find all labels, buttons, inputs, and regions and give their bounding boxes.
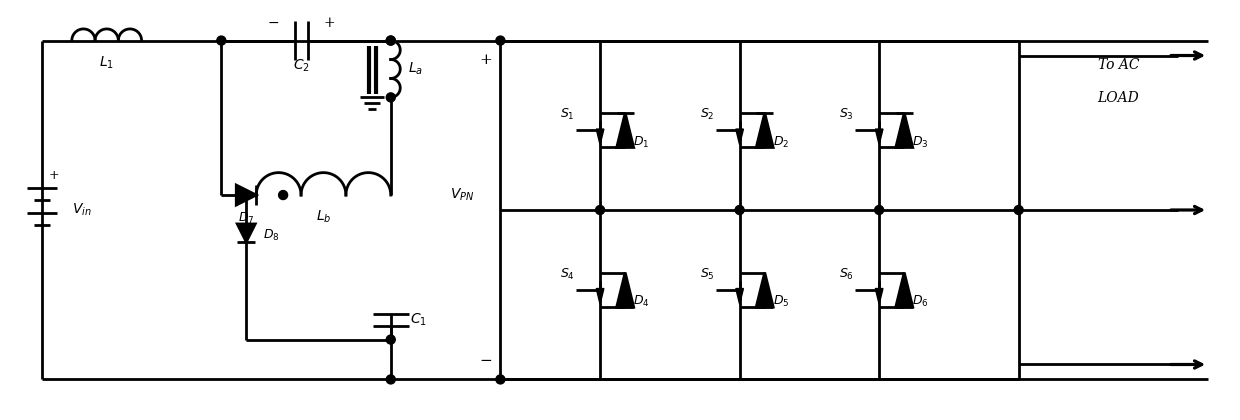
Polygon shape <box>237 185 257 205</box>
Text: −: − <box>268 16 279 30</box>
Text: $L_b$: $L_b$ <box>316 209 331 225</box>
Text: +: + <box>48 168 60 181</box>
Circle shape <box>496 36 505 45</box>
Text: $V_{PN}$: $V_{PN}$ <box>450 187 475 203</box>
Polygon shape <box>895 273 913 307</box>
Text: −: − <box>479 354 492 368</box>
Polygon shape <box>596 129 604 144</box>
Circle shape <box>217 36 226 45</box>
Text: $D_2$: $D_2$ <box>773 135 790 150</box>
Text: $L_a$: $L_a$ <box>408 61 423 77</box>
Text: +: + <box>479 53 492 68</box>
Circle shape <box>387 335 396 344</box>
Circle shape <box>387 375 396 384</box>
Circle shape <box>279 191 288 200</box>
Circle shape <box>735 205 744 215</box>
Text: $C_2$: $C_2$ <box>293 57 310 74</box>
Circle shape <box>874 205 884 215</box>
Circle shape <box>387 36 396 45</box>
Polygon shape <box>756 113 774 147</box>
Text: $D_7$: $D_7$ <box>238 210 254 226</box>
Text: $D_3$: $D_3$ <box>913 135 929 150</box>
Circle shape <box>387 93 396 102</box>
Circle shape <box>496 375 505 384</box>
Text: LOAD: LOAD <box>1097 92 1140 105</box>
Polygon shape <box>735 129 744 144</box>
Polygon shape <box>616 273 634 307</box>
Text: $S_4$: $S_4$ <box>560 267 575 282</box>
Text: $C_1$: $C_1$ <box>410 312 427 328</box>
Polygon shape <box>735 289 744 304</box>
Text: $S_2$: $S_2$ <box>701 107 714 122</box>
Text: $S_1$: $S_1$ <box>560 107 575 122</box>
Circle shape <box>1014 205 1023 215</box>
Text: $S_6$: $S_6$ <box>839 267 854 282</box>
Text: $D_5$: $D_5$ <box>773 294 790 309</box>
Text: $L_1$: $L_1$ <box>99 54 114 71</box>
Polygon shape <box>596 289 604 304</box>
Polygon shape <box>237 224 255 242</box>
Polygon shape <box>756 273 774 307</box>
Text: To AC: To AC <box>1097 58 1140 73</box>
Polygon shape <box>616 113 634 147</box>
Text: +: + <box>324 16 335 30</box>
Text: $D_6$: $D_6$ <box>913 294 929 309</box>
Polygon shape <box>875 289 883 304</box>
Polygon shape <box>895 113 913 147</box>
Circle shape <box>387 36 396 45</box>
Text: $S_5$: $S_5$ <box>699 267 714 282</box>
Circle shape <box>595 205 605 215</box>
Text: $D_8$: $D_8$ <box>263 228 279 244</box>
Polygon shape <box>875 129 883 144</box>
Text: $V_{in}$: $V_{in}$ <box>72 202 92 218</box>
Text: $D_1$: $D_1$ <box>634 135 650 150</box>
Text: $D_4$: $D_4$ <box>634 294 650 309</box>
Text: $S_3$: $S_3$ <box>839 107 854 122</box>
